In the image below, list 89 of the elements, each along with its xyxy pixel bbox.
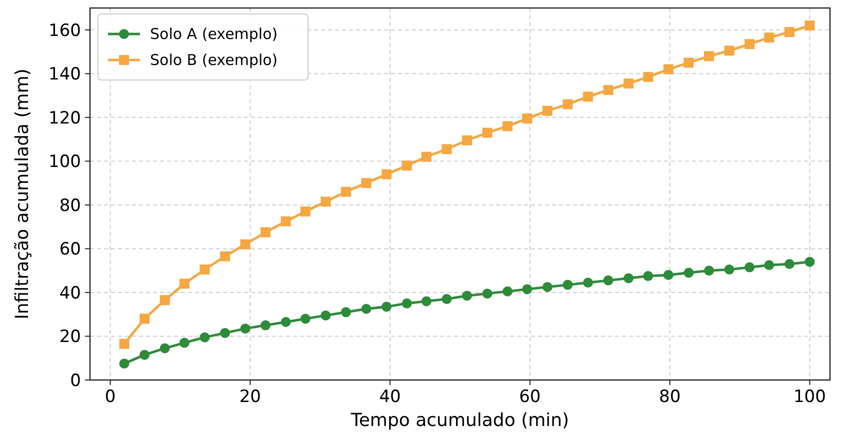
- point: [764, 260, 774, 270]
- point: [482, 288, 492, 299]
- point: [340, 186, 351, 197]
- x-tick-label: 20: [239, 387, 261, 407]
- point: [361, 304, 372, 314]
- point: [402, 160, 412, 171]
- point: [663, 64, 674, 74]
- y-tick-label: 80: [59, 196, 81, 216]
- point: [643, 271, 654, 282]
- point: [119, 338, 130, 349]
- point: [522, 114, 532, 124]
- y-tick-label: 100: [48, 152, 81, 172]
- point: [421, 296, 432, 306]
- point: [482, 128, 492, 138]
- point: [663, 270, 674, 280]
- point: [240, 239, 250, 250]
- y-tick-label: 40: [59, 283, 81, 304]
- y-tick-label: 20: [59, 327, 81, 348]
- point: [542, 106, 552, 116]
- point: [764, 32, 774, 43]
- y-tick-label: 0: [70, 371, 81, 391]
- point: [624, 78, 634, 88]
- point: [603, 85, 614, 96]
- point: [624, 273, 634, 284]
- point: [140, 350, 150, 360]
- point: [361, 178, 372, 188]
- point: [320, 196, 331, 207]
- point: [119, 358, 130, 369]
- point: [804, 256, 815, 267]
- point: [462, 135, 472, 146]
- y-tick-label: 60: [59, 240, 81, 260]
- point: [643, 72, 654, 82]
- legend-label: Solo A (exemplo): [150, 25, 278, 43]
- point: [340, 307, 351, 318]
- point: [684, 58, 694, 68]
- legend-label: Solo B (exemplo): [150, 51, 278, 69]
- point: [200, 264, 210, 274]
- point: [562, 280, 573, 290]
- point: [724, 46, 734, 56]
- point: [300, 314, 310, 324]
- point: [784, 27, 794, 38]
- point: [582, 92, 593, 102]
- point: [382, 169, 392, 180]
- point: [442, 294, 452, 304]
- x-tick-label: 0: [104, 387, 116, 407]
- point: [744, 39, 755, 50]
- point: [704, 266, 714, 276]
- point: [784, 259, 794, 270]
- point: [179, 338, 190, 348]
- point: [200, 332, 210, 342]
- point: [240, 324, 250, 334]
- point: [724, 264, 734, 274]
- x-axis-title: Tempo acumulado (min): [350, 410, 570, 431]
- point: [804, 20, 815, 31]
- point: [582, 278, 593, 288]
- x-tick-label: 100: [793, 387, 826, 407]
- point: [402, 298, 412, 308]
- point: [160, 343, 170, 354]
- point: [603, 275, 614, 286]
- point: [522, 284, 532, 294]
- point: [382, 302, 392, 312]
- point: [320, 310, 331, 320]
- y-tick-label: 140: [48, 64, 81, 85]
- point: [280, 216, 291, 226]
- point: [280, 317, 291, 328]
- point: [562, 99, 573, 110]
- point: [704, 51, 714, 62]
- point: [140, 314, 150, 324]
- x-tick-label: 40: [379, 387, 401, 407]
- point: [442, 144, 452, 154]
- point: [220, 251, 230, 262]
- point: [260, 320, 271, 330]
- point: [502, 286, 513, 296]
- point: [542, 282, 552, 292]
- y-axis-title: Infiltração acumulada (mm): [12, 68, 33, 320]
- y-tick-label: 160: [48, 20, 81, 41]
- point: [744, 262, 755, 272]
- point: [421, 152, 432, 162]
- y-tick-label: 120: [48, 108, 81, 128]
- point: [220, 328, 230, 338]
- point: [260, 227, 271, 238]
- point: [502, 121, 513, 132]
- point: [179, 278, 190, 289]
- point: [684, 268, 694, 278]
- point: [160, 295, 170, 306]
- x-tick-label: 80: [659, 387, 681, 407]
- point: [462, 290, 472, 301]
- point: [300, 206, 310, 217]
- x-tick-label: 60: [519, 387, 541, 407]
